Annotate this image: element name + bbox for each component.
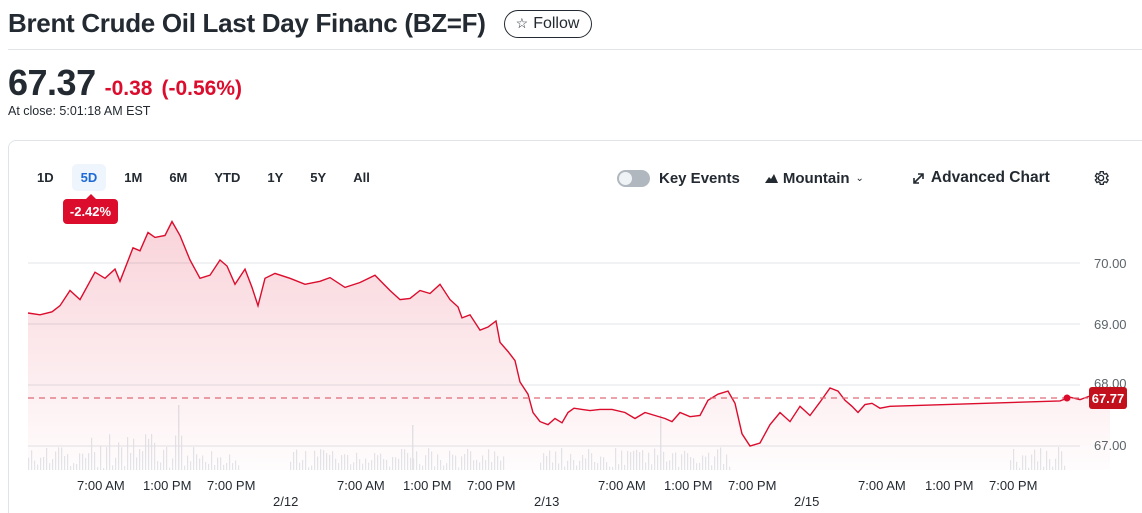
- period-change-badge: -2.42%: [63, 194, 118, 224]
- header-divider: [8, 49, 1142, 50]
- range-1y[interactable]: 1Y: [267, 170, 284, 185]
- toggle-knob: [619, 171, 632, 185]
- x-tick: 7:00 PM: [207, 478, 256, 493]
- x-tick: 1:00 PM: [403, 478, 452, 493]
- range-6m[interactable]: 6M: [169, 170, 188, 185]
- y-tick-70: 70.00: [1094, 256, 1127, 271]
- advanced-chart-label: Advanced Chart: [930, 169, 1050, 186]
- range-1d[interactable]: 1D: [37, 170, 54, 185]
- x-tick: 1:00 PM: [925, 478, 974, 493]
- advanced-chart-button[interactable]: Advanced Chart: [912, 169, 1050, 187]
- chart-toolbar: Key Events Mountain ⌄ Advanced Chart: [617, 166, 1110, 190]
- x-tick: 7:00 AM: [337, 478, 385, 493]
- x-tick: 7:00 AM: [77, 478, 125, 493]
- key-events-label: Key Events: [659, 169, 740, 187]
- follow-label: Follow: [533, 14, 580, 32]
- star-outline-icon: ☆: [515, 15, 529, 31]
- x-tick: 7:00 PM: [989, 478, 1038, 493]
- range-5d[interactable]: 5D: [71, 164, 107, 191]
- page-title: Brent Crude Oil Last Day Financ (BZ=F): [8, 8, 486, 38]
- range-all[interactable]: All: [353, 170, 370, 185]
- key-events-toggle[interactable]: [617, 169, 650, 187]
- chart-type-dropdown[interactable]: Mountain ⌄: [764, 169, 864, 187]
- x-tick: 7:00 AM: [858, 478, 906, 493]
- expand-arrows-icon: [913, 172, 924, 184]
- y-tick-69: 69.00: [1094, 317, 1127, 332]
- x-tick: 1:00 PM: [664, 478, 713, 493]
- x-tick: 7:00 PM: [467, 478, 516, 493]
- range-1m[interactable]: 1M: [124, 170, 143, 185]
- page-header: Brent Crude Oil Last Day Financ (BZ=F) ☆…: [8, 8, 593, 39]
- last-price-tag: 67.77: [1089, 387, 1127, 409]
- price-change: -0.38: [104, 77, 153, 100]
- x-tick: 7:00 PM: [728, 478, 777, 493]
- chart-type-label: Mountain: [782, 169, 850, 187]
- chart-card: [8, 140, 1142, 513]
- date-label: 2/12: [273, 494, 299, 509]
- y-tick-67: 67.00: [1094, 438, 1127, 453]
- range-5y[interactable]: 5Y: [310, 170, 327, 185]
- quote-summary: 67.37 -0.38 (-0.56%): [8, 62, 242, 104]
- date-label: 2/15: [794, 494, 820, 509]
- range-selector: 1D 5D 1M 6M YTD 1Y 5Y All: [28, 164, 388, 191]
- chevron-down-icon: ⌄: [855, 172, 864, 184]
- x-tick: 1:00 PM: [143, 478, 192, 493]
- gear-icon[interactable]: [1092, 169, 1110, 187]
- follow-button[interactable]: ☆ Follow: [503, 9, 593, 38]
- price-change-percent: (-0.56%): [161, 77, 242, 100]
- market-close-time: At close: 5:01:18 AM EST: [8, 104, 151, 118]
- mountain-icon: [764, 173, 778, 183]
- range-ytd[interactable]: YTD: [214, 170, 241, 185]
- current-price: 67.37: [8, 62, 96, 103]
- date-label: 2/13: [534, 494, 560, 509]
- x-tick: 7:00 AM: [598, 478, 646, 493]
